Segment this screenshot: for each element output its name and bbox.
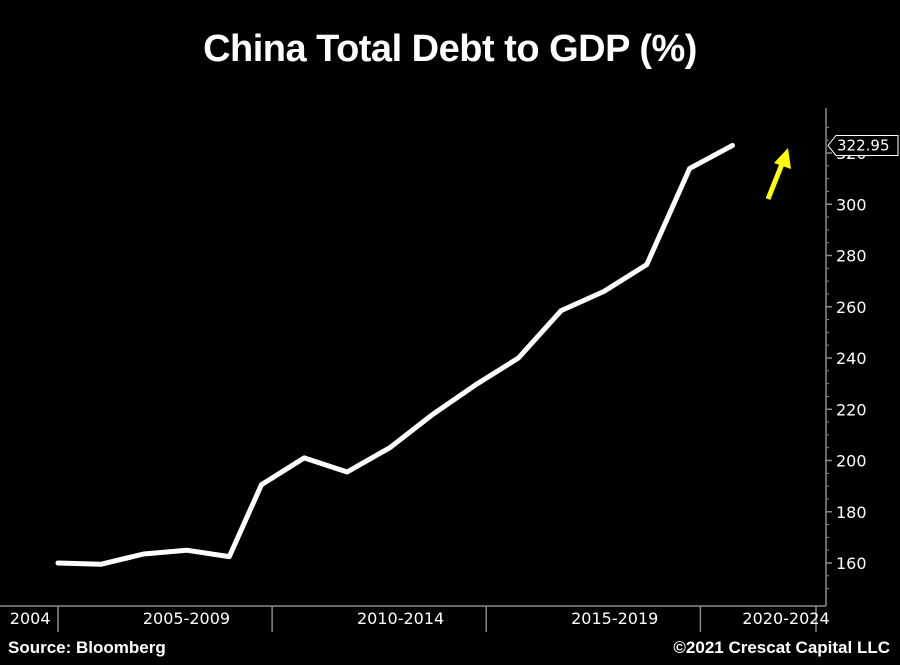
source-label: Source: Bloomberg [8, 638, 166, 657]
last-value-marker: 322.95 [827, 134, 899, 156]
x-period-label: 2005-2009 [143, 609, 230, 628]
last-value-label: 322.95 [837, 136, 890, 154]
chart-title: China Total Debt to GDP (%) [203, 28, 697, 70]
y-tick-label: 300 [836, 195, 867, 214]
y-tick-label: 280 [836, 247, 867, 266]
up-arrow-annotation [765, 148, 791, 200]
y-tick-label: 180 [836, 503, 867, 522]
x-period-label: 2015-2019 [571, 609, 658, 628]
y-tick-label: 240 [836, 349, 867, 368]
y-tick-label: 200 [836, 452, 867, 471]
y-tick-label: 260 [836, 298, 867, 317]
x-period-label: 2020-2024 [742, 609, 829, 628]
y-tick-label: 220 [836, 400, 867, 419]
copyright-label: ©2021 Crescat Capital LLC [673, 638, 890, 657]
x-period-label: 2010-2014 [357, 609, 444, 628]
y-tick-label: 160 [836, 554, 867, 573]
x-period-label: 2004 [10, 609, 51, 628]
series-line [55, 142, 735, 567]
